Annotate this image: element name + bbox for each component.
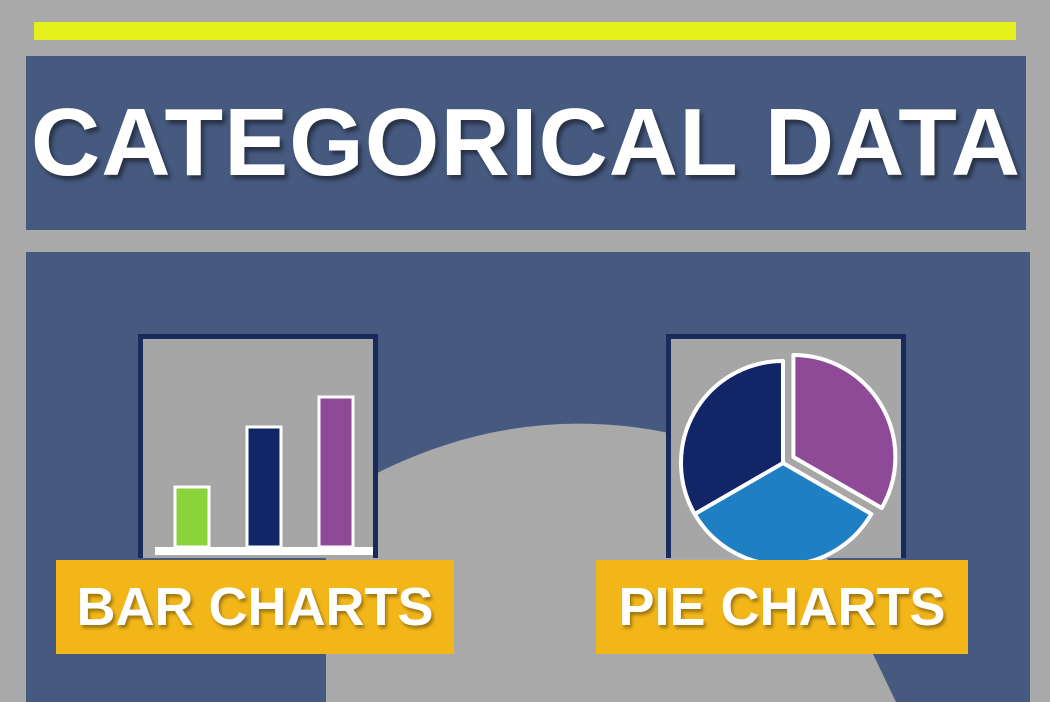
- pie-charts-label: PIE CHARTS: [618, 577, 946, 637]
- bar-charts-label-box: BAR CHARTS: [56, 560, 454, 654]
- title-banner: CATEGORICAL DATA: [26, 56, 1026, 230]
- bar-1: [173, 485, 211, 549]
- page-title: CATEGORICAL DATA: [30, 89, 1022, 196]
- bar-chart-card: [138, 334, 378, 558]
- pie-slice-2: [692, 461, 874, 563]
- pie-slice-1: [791, 353, 898, 510]
- accent-bar: [34, 22, 1016, 40]
- content-panel: BAR CHARTS PIE CHARTS: [26, 252, 1030, 702]
- bar-baseline: [155, 547, 373, 555]
- bar-chart-icon: [155, 395, 373, 555]
- pie-chart-card: [666, 334, 906, 563]
- bar-3: [317, 395, 355, 549]
- bar-2: [245, 425, 283, 549]
- bar-charts-label: BAR CHARTS: [76, 577, 434, 637]
- pie-chart-icon: [679, 353, 898, 563]
- pie-charts-label-box: PIE CHARTS: [596, 560, 968, 654]
- pie-slice-3: [679, 359, 785, 516]
